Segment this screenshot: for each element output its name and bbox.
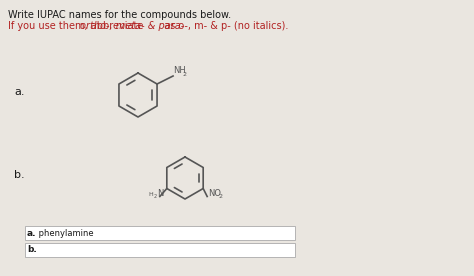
Text: as o-, m- & p- (no italics).: as o-, m- & p- (no italics).	[161, 21, 288, 31]
Text: Write IUPAC names for the compounds below.: Write IUPAC names for the compounds belo…	[8, 10, 231, 20]
Text: 2: 2	[218, 195, 222, 200]
Bar	[25, 243, 295, 257]
Text: NH: NH	[173, 66, 186, 75]
Text: a.: a.	[27, 229, 36, 238]
Text: ortho-, meta- & para-: ortho-, meta- & para-	[80, 21, 184, 31]
Text: b.: b.	[27, 245, 37, 254]
Text: 2: 2	[182, 72, 187, 77]
Text: If you use them, abbreviate: If you use them, abbreviate	[8, 21, 146, 31]
Text: NO: NO	[208, 189, 221, 198]
Text: phenylamine: phenylamine	[36, 229, 94, 238]
Text: N: N	[157, 189, 163, 198]
Bar	[25, 226, 295, 240]
Text: a.: a.	[14, 87, 25, 97]
Text: H: H	[149, 192, 154, 198]
Text: 2: 2	[154, 195, 157, 200]
Text: b.: b.	[14, 170, 25, 180]
